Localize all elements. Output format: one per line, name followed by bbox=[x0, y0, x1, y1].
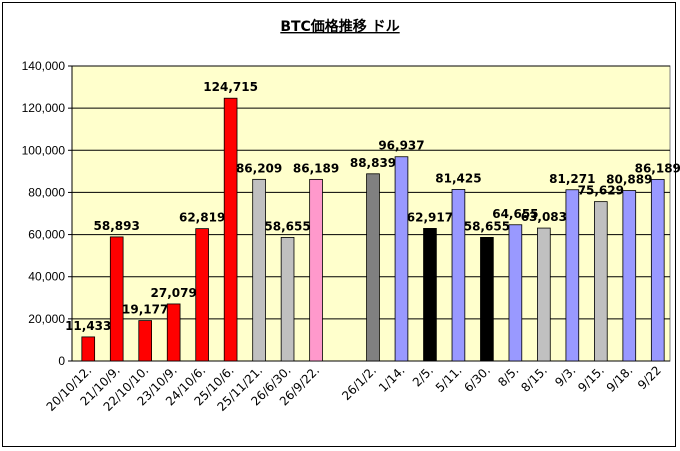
data-label: 63,083 bbox=[521, 210, 567, 224]
y-tick-label: 80,000 bbox=[28, 185, 65, 199]
data-label: 58,655 bbox=[464, 219, 510, 233]
x-tick-label: 5/11. bbox=[433, 363, 465, 395]
data-label: 88,839 bbox=[350, 156, 396, 170]
data-label: 64,655 bbox=[492, 207, 538, 221]
bar bbox=[109, 236, 124, 362]
bars bbox=[81, 97, 665, 362]
x-tick-label: 9/18. bbox=[604, 363, 636, 395]
bar bbox=[622, 190, 637, 362]
bar bbox=[252, 178, 266, 362]
bar bbox=[195, 228, 209, 362]
bar bbox=[366, 173, 380, 362]
bar bbox=[451, 189, 466, 362]
data-label: 19,177 bbox=[122, 303, 168, 317]
data-label: 58,893 bbox=[94, 219, 140, 233]
y-axis-ticks: 0 20,000 40,000 60,000 80,000 100,000 120,000 1… bbox=[22, 59, 670, 368]
x-axis-labels: 20/10/12.21/10/9.22/10/10.23/10/9.24/10/… bbox=[44, 363, 664, 414]
bar bbox=[280, 237, 295, 362]
data-label: 86,209 bbox=[236, 161, 282, 175]
bar bbox=[565, 189, 580, 362]
bar bbox=[594, 201, 608, 362]
x-tick-label: 26/1/2. bbox=[339, 363, 379, 403]
y-tick-label: 120,000 bbox=[22, 101, 66, 115]
data-label: 58,655 bbox=[264, 219, 310, 233]
y-tick-label: 60,000 bbox=[28, 228, 65, 242]
data-label: 75,629 bbox=[578, 184, 624, 198]
y-tick-label: 140,000 bbox=[22, 59, 66, 73]
x-tick-label: 9/15. bbox=[575, 363, 607, 395]
data-label: 124,715 bbox=[203, 80, 258, 94]
data-label: 81,425 bbox=[435, 171, 481, 185]
chart-title: BTC価格推移 ドル bbox=[280, 18, 399, 35]
y-tick-label: 40,000 bbox=[28, 270, 65, 284]
x-tick-label: 8/15. bbox=[518, 363, 550, 395]
x-tick-label: 6/30. bbox=[461, 363, 493, 395]
bar bbox=[81, 336, 96, 362]
bar bbox=[537, 227, 551, 362]
bar bbox=[138, 320, 152, 362]
data-label: 62,917 bbox=[407, 210, 453, 224]
y-tick-label: 0 bbox=[58, 354, 65, 368]
bar bbox=[309, 178, 323, 362]
data-label: 86,189 bbox=[293, 161, 339, 175]
data-label: 86,189 bbox=[635, 161, 680, 175]
bar bbox=[650, 178, 665, 362]
x-tick-label: 9/22 bbox=[635, 363, 664, 392]
bar bbox=[223, 97, 238, 362]
bar bbox=[423, 228, 437, 362]
data-label: 27,079 bbox=[151, 286, 197, 300]
data-labels: 11,433 58,893 19,177 27,079 62,819 124,715 86,… bbox=[65, 80, 680, 333]
data-label: 81,271 bbox=[549, 172, 595, 186]
bar bbox=[166, 303, 181, 362]
y-tick-label: 100,000 bbox=[22, 143, 66, 157]
data-label: 11,433 bbox=[65, 319, 111, 333]
bar bbox=[480, 237, 494, 362]
data-label: 80,889 bbox=[606, 173, 652, 187]
data-label: 96,937 bbox=[378, 139, 424, 153]
x-tick-label: 1/14. bbox=[376, 363, 408, 395]
bar bbox=[394, 156, 409, 362]
data-label: 62,819 bbox=[179, 211, 225, 225]
y-tick-label: 20,000 bbox=[28, 312, 65, 326]
bar bbox=[508, 224, 523, 362]
